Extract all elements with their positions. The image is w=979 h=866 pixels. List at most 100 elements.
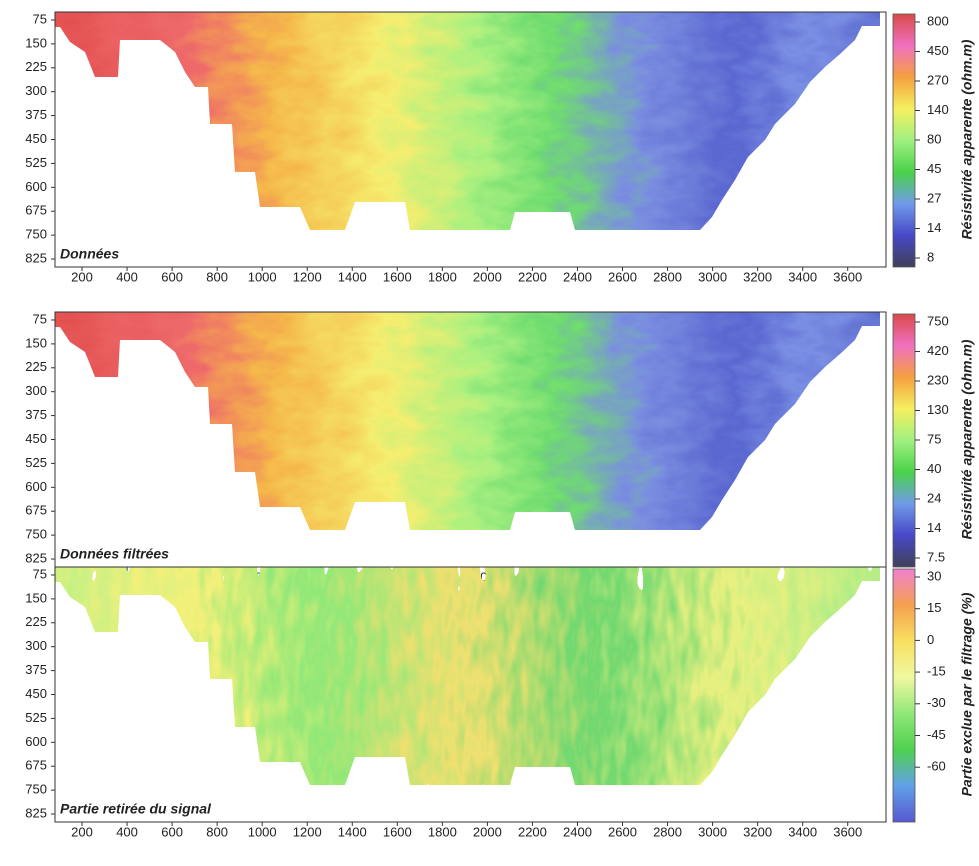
y-tick-label: 375 xyxy=(25,662,47,677)
x-tick-label: 1600 xyxy=(383,824,412,839)
y-tick-label: 525 xyxy=(25,710,47,725)
colorbar-tick-label: 140 xyxy=(927,102,949,117)
y-tick-label: 150 xyxy=(25,590,47,605)
y-tick-label: 750 xyxy=(25,782,47,797)
colorbar-tick-label: 130 xyxy=(927,402,949,417)
y-tick-label: 300 xyxy=(25,83,47,98)
colorbar-tick-label: 24 xyxy=(927,490,941,505)
colorbar-tick-label: 45 xyxy=(927,161,941,176)
colorbar-tick-label: 270 xyxy=(927,72,949,87)
colorbar xyxy=(892,13,916,268)
y-tick-label: 600 xyxy=(25,179,47,194)
x-tick-label: 1000 xyxy=(248,269,277,284)
y-tick-label: 450 xyxy=(25,686,47,701)
panel-label: Partie retirée du signal xyxy=(60,801,212,817)
y-tick-label: 225 xyxy=(25,614,47,629)
y-tick-label: 750 xyxy=(25,527,47,542)
colorbar-tick-label: -15 xyxy=(927,664,946,679)
y-tick-label: 225 xyxy=(25,359,47,374)
colorbar-tick-label: 15 xyxy=(927,600,941,615)
colorbar-tick-label: 80 xyxy=(927,131,941,146)
x-tick-label: 3600 xyxy=(833,824,862,839)
y-tick-label: 675 xyxy=(25,758,47,773)
y-tick-label: 525 xyxy=(25,155,47,170)
y-tick-label: 375 xyxy=(25,407,47,422)
x-tick-label: 1400 xyxy=(338,269,367,284)
y-tick-label: 525 xyxy=(25,455,47,470)
x-tick-label: 400 xyxy=(116,269,138,284)
x-tick-label: 1200 xyxy=(293,824,322,839)
panel-label: Données xyxy=(60,246,119,262)
x-tick-label: 3600 xyxy=(833,269,862,284)
x-tick-label: 3000 xyxy=(698,824,727,839)
colorbar-title: Résistivité apparente (ohm.m) xyxy=(959,39,975,239)
colorbar-title: Partie exclue par le filtrage (%) xyxy=(959,592,975,796)
colorbar-tick-label: 230 xyxy=(927,372,949,387)
x-tick-label: 200 xyxy=(71,824,93,839)
colorbar-tick-label: 27 xyxy=(927,190,941,205)
y-tick-label: 600 xyxy=(25,479,47,494)
y-tick-label: 375 xyxy=(25,107,47,122)
x-tick-label: 1800 xyxy=(428,269,457,284)
x-tick-label: 3000 xyxy=(698,269,727,284)
colorbar-tick-label: 420 xyxy=(927,343,949,358)
y-tick-label: 225 xyxy=(25,59,47,74)
x-tick-label: 3200 xyxy=(743,269,772,284)
colorbar-tick-label: 75 xyxy=(927,431,941,446)
y-tick-label: 75 xyxy=(33,566,47,581)
colorbar-tick-label: -30 xyxy=(927,695,946,710)
x-tick-label: 2400 xyxy=(563,269,592,284)
y-tick-label: 675 xyxy=(25,203,47,218)
colorbar-tick-label: 40 xyxy=(927,461,941,476)
x-tick-label: 600 xyxy=(161,269,183,284)
x-tick-label: 2600 xyxy=(608,269,637,284)
y-tick-label: 750 xyxy=(25,227,47,242)
x-tick-label: 3400 xyxy=(788,269,817,284)
y-tick-label: 450 xyxy=(25,431,47,446)
colorbar-tick-label: 450 xyxy=(927,43,949,58)
colorbar-tick-label: 14 xyxy=(927,220,941,235)
y-tick-label: 825 xyxy=(25,250,47,265)
x-tick-label: 800 xyxy=(206,269,228,284)
y-tick-label: 75 xyxy=(33,311,47,326)
x-tick-label: 1600 xyxy=(383,269,412,284)
x-tick-label: 1000 xyxy=(248,824,277,839)
x-tick-label: 2200 xyxy=(518,824,547,839)
y-tick-label: 150 xyxy=(25,335,47,350)
colorbar-tick-label: 8 xyxy=(927,249,934,264)
x-tick-label: 400 xyxy=(116,824,138,839)
x-tick-label: 600 xyxy=(161,824,183,839)
y-tick-label: 600 xyxy=(25,734,47,749)
x-tick-label: 2400 xyxy=(563,824,592,839)
x-tick-label: 1400 xyxy=(338,824,367,839)
colorbar-tick-label: 30 xyxy=(927,568,941,583)
y-tick-label: 825 xyxy=(25,805,47,820)
y-tick-label: 300 xyxy=(25,638,47,653)
x-tick-label: 1200 xyxy=(293,269,322,284)
colorbar-tick-label: -45 xyxy=(927,727,946,742)
colorbar-tick-label: 7.5 xyxy=(927,549,945,564)
colorbar-tick-label: 0 xyxy=(927,632,934,647)
x-tick-label: 2600 xyxy=(608,824,637,839)
y-tick-label: 300 xyxy=(25,383,47,398)
x-tick-label: 2800 xyxy=(653,824,682,839)
y-tick-label: 675 xyxy=(25,503,47,518)
x-tick-label: 3400 xyxy=(788,824,817,839)
x-tick-label: 2800 xyxy=(653,269,682,284)
y-tick-label: 150 xyxy=(25,35,47,50)
x-tick-label: 1800 xyxy=(428,824,457,839)
x-tick-label: 800 xyxy=(206,824,228,839)
panel-label: Données filtrées xyxy=(60,546,169,562)
colorbar-tick-label: -60 xyxy=(927,759,946,774)
heatmap-image xyxy=(55,312,880,530)
heatmap-image xyxy=(55,12,880,230)
y-tick-label: 75 xyxy=(33,11,47,26)
x-tick-label: 2000 xyxy=(473,824,502,839)
x-tick-label: 200 xyxy=(71,269,93,284)
colorbar-tick-label: 750 xyxy=(927,313,949,328)
colorbar-tick-label: 14 xyxy=(927,520,941,535)
y-tick-label: 450 xyxy=(25,131,47,146)
heatmap-image xyxy=(55,567,880,785)
colorbar-title: Résistivité apparente (ohm.m) xyxy=(959,339,975,539)
